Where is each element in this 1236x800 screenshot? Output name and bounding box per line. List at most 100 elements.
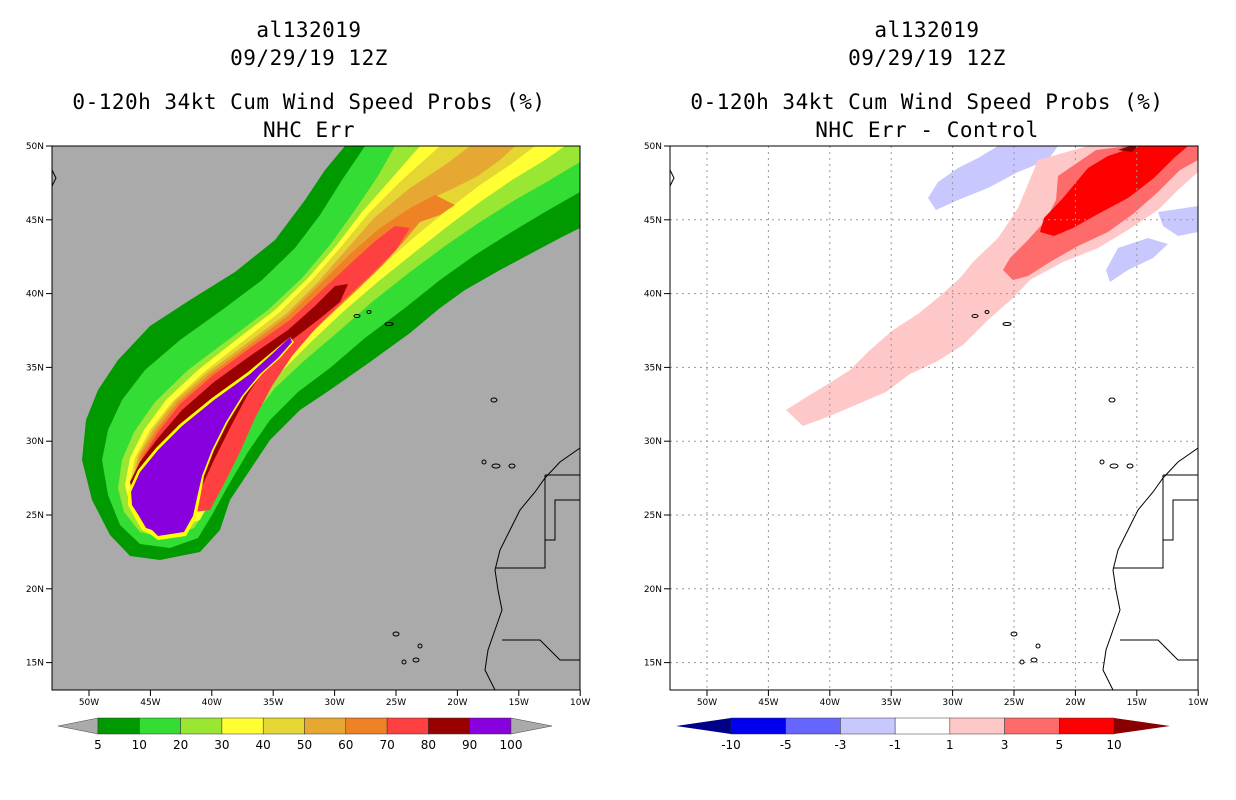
difference-map <box>669 145 1199 691</box>
lon-label: 50W <box>79 698 99 708</box>
colorbar-label: 5 <box>1055 738 1063 752</box>
probability-map <box>51 145 581 691</box>
lon-label: 40W <box>820 698 840 708</box>
islands <box>971 310 1134 665</box>
lon-label: 50W <box>697 698 717 708</box>
map-frame <box>51 145 581 691</box>
colorbar-high-arrow <box>1114 718 1170 734</box>
colorbar-label: 50 <box>297 738 312 752</box>
colorbar-label: 20 <box>173 738 188 752</box>
lat-label: 30N <box>26 437 44 447</box>
country-borders <box>495 474 580 661</box>
colorbar: -10 -5 -3 -1 1 3 5 10 <box>676 717 1170 752</box>
colorbar-low-arrow <box>676 718 731 734</box>
lon-label: 25W <box>386 698 406 708</box>
lat-label: 40N <box>26 290 44 300</box>
colorbar-swatch <box>894 717 951 735</box>
coastline-fragment <box>52 169 57 187</box>
colorbar-label: -3 <box>834 738 846 752</box>
colorbar-label: 3 <box>1001 738 1009 752</box>
lon-label: 30W <box>942 698 962 708</box>
lon-label: 10W <box>570 698 590 708</box>
colorbar-label: 90 <box>462 738 477 752</box>
lat-label: 35N <box>26 363 44 373</box>
diff-contour-5-to-10 <box>1040 146 1188 236</box>
lon-label: 45W <box>758 698 778 708</box>
colorbar: 5 10 20 30 40 50 60 70 80 90 100 <box>57 717 553 752</box>
colorbar-swatch <box>785 717 841 735</box>
colorbar-swatch <box>840 717 896 735</box>
lat-label: 35N <box>644 363 662 373</box>
lat-label: 45N <box>26 216 44 226</box>
colorbar-swatch <box>1059 717 1115 735</box>
lat-label: 15N <box>644 659 662 669</box>
map-frame <box>669 145 1199 691</box>
panel-title: 0-120h 34kt Cum Wind Speed Probs (%) <box>690 90 1164 114</box>
lon-label: 20W <box>1065 698 1085 708</box>
colorbar-label: 80 <box>421 738 436 752</box>
colorbar-label: 70 <box>379 738 394 752</box>
lon-label: 25W <box>1004 698 1024 708</box>
lon-label: 35W <box>263 698 283 708</box>
colorbar-label: 5 <box>94 738 102 752</box>
colorbar-swatch <box>428 717 470 735</box>
colorbar-label: 10 <box>1106 738 1121 752</box>
colorbar-high-arrow <box>510 717 553 735</box>
colorbar-swatch <box>386 717 429 735</box>
left-panel: al132019 09/29/19 12Z 0-120h 34kt Cum Wi… <box>26 18 591 752</box>
lat-label: 50N <box>644 142 662 152</box>
colorbar-label: 1 <box>946 738 954 752</box>
lon-label: 30W <box>324 698 344 708</box>
colorbar-swatch <box>304 717 347 735</box>
colorbar-swatch <box>221 717 264 735</box>
right-panel: al132019 09/29/19 12Z 0-120h 34kt Cum Wi… <box>618 0 1236 800</box>
colorbar-low-arrow <box>57 717 99 735</box>
colorbar-swatch <box>345 717 388 735</box>
lat-label: 45N <box>644 216 662 226</box>
colorbar-label: 10 <box>132 738 147 752</box>
datetime: 09/29/19 12Z <box>230 46 388 70</box>
country-borders <box>1113 474 1198 661</box>
map-axes: 50N 45N 40N 35N 30N 25N 20N 15N 50W 45W 40W 35W 30W 2… <box>644 142 1209 708</box>
panel-subtitle: NHC Err <box>262 118 355 142</box>
africa-coastline <box>484 447 580 690</box>
colorbar-swatch <box>469 717 512 735</box>
storm-id: al132019 <box>874 18 980 42</box>
colorbar-swatch <box>180 717 223 735</box>
lat-label: 50N <box>26 142 44 152</box>
lat-label: 25N <box>26 511 44 521</box>
colorbar-label: 30 <box>214 738 229 752</box>
coastline-fragment <box>670 169 675 187</box>
lat-label: 15N <box>26 659 44 669</box>
storm-id: al132019 <box>256 18 362 42</box>
panel-title: 0-120h 34kt Cum Wind Speed Probs (%) <box>72 90 546 114</box>
panel-subtitle: NHC Err - Control <box>815 118 1039 142</box>
colorbar-swatch <box>949 717 1005 735</box>
left-map-svg: 50N 45N 40N 35N 30N 25N 20N 15N 50W 45W 40W 35W 30W 2… <box>26 142 591 752</box>
lon-label: 20W <box>447 698 467 708</box>
lon-label: 10W <box>1188 698 1208 708</box>
lat-label: 30N <box>644 437 662 447</box>
colorbar-label: 40 <box>256 738 271 752</box>
islands <box>353 310 516 665</box>
datetime: 09/29/19 12Z <box>848 46 1006 70</box>
diff-contour-neg1-to-neg3 <box>1158 206 1198 236</box>
lat-label: 25N <box>644 511 662 521</box>
lat-label: 20N <box>644 585 662 595</box>
colorbar-swatch <box>139 717 181 735</box>
lon-label: 45W <box>140 698 160 708</box>
colorbar-swatch <box>730 717 786 735</box>
colorbar-label: -1 <box>889 738 901 752</box>
lon-label: 35W <box>881 698 901 708</box>
colorbar-label: 100 <box>500 738 523 752</box>
colorbar-swatch <box>1004 717 1060 735</box>
colorbar-swatch <box>97 717 140 735</box>
africa-coastline <box>1102 447 1198 690</box>
lon-label: 15W <box>509 698 529 708</box>
right-map-svg: 50N 45N 40N 35N 30N 25N 20N 15N 50W 45W 40W 35W 30W 2… <box>644 142 1209 752</box>
map-axes: 50N 45N 40N 35N 30N 25N 20N 15N 50W 45W 40W 35W 30W 2… <box>26 142 591 708</box>
colorbar-label: -10 <box>721 738 741 752</box>
lat-label: 40N <box>644 290 662 300</box>
prob-contour-90 <box>131 337 292 536</box>
lon-label: 40W <box>202 698 222 708</box>
